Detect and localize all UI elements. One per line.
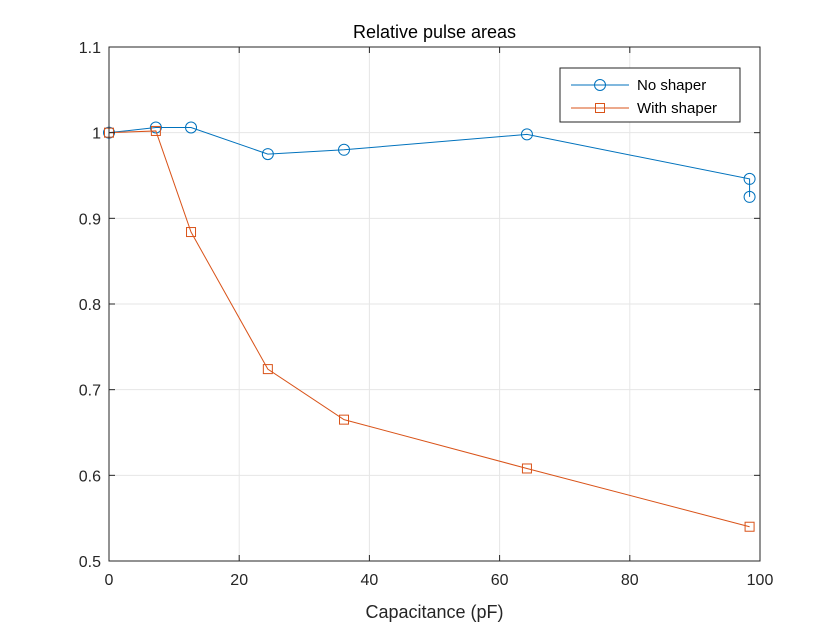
data-point-marker <box>149 121 162 134</box>
data-point-marker <box>185 121 198 134</box>
x-tick-label: 80 <box>621 572 639 589</box>
x-axis-label: Capacitance (pF) <box>365 602 503 622</box>
legend: No shaper With shaper <box>559 67 741 123</box>
data-point-marker <box>186 227 197 238</box>
data-point-marker <box>338 143 351 156</box>
data-point-marker <box>262 364 273 375</box>
x-tick-label: 100 <box>747 572 774 589</box>
legend-swatch-marker <box>594 79 606 91</box>
x-tick-label: 60 <box>491 572 509 589</box>
x-tick-label: 20 <box>230 572 248 589</box>
series-layer <box>103 121 756 532</box>
x-tick-label: 0 <box>105 572 114 589</box>
y-tick-label: 0.6 <box>79 468 101 485</box>
series-line <box>108 130 750 528</box>
data-point-marker <box>743 172 756 185</box>
x-tick-label: 40 <box>361 572 379 589</box>
y-tick-label: 1 <box>92 126 101 143</box>
legend-box <box>559 67 741 123</box>
legend-label: With shaper <box>637 100 717 117</box>
legend-swatch-marker <box>595 103 605 113</box>
chart-title: Relative pulse areas <box>353 22 516 42</box>
data-point-marker <box>744 521 755 532</box>
y-tick-label: 0.9 <box>79 211 101 228</box>
legend-entry: With shaper <box>571 100 717 117</box>
data-point-marker <box>521 463 532 474</box>
data-point-marker <box>150 125 161 136</box>
data-point-marker <box>520 128 533 141</box>
y-tick-label: 0.8 <box>79 297 101 314</box>
series-no-shaper <box>103 121 756 203</box>
data-point-marker <box>743 190 756 203</box>
legend-label: No shaper <box>637 77 706 94</box>
ticks: 0 20 40 60 80 100 0.5 0.6 0.7 0.8 0.9 1 1.1 <box>79 40 774 589</box>
y-tick-label: 0.7 <box>79 383 101 400</box>
data-point-marker <box>339 414 350 425</box>
legend-entry: No shaper <box>571 77 706 94</box>
y-tick-label: 1.1 <box>79 40 101 57</box>
data-point-marker <box>261 148 274 161</box>
y-tick-label: 0.5 <box>79 554 101 571</box>
